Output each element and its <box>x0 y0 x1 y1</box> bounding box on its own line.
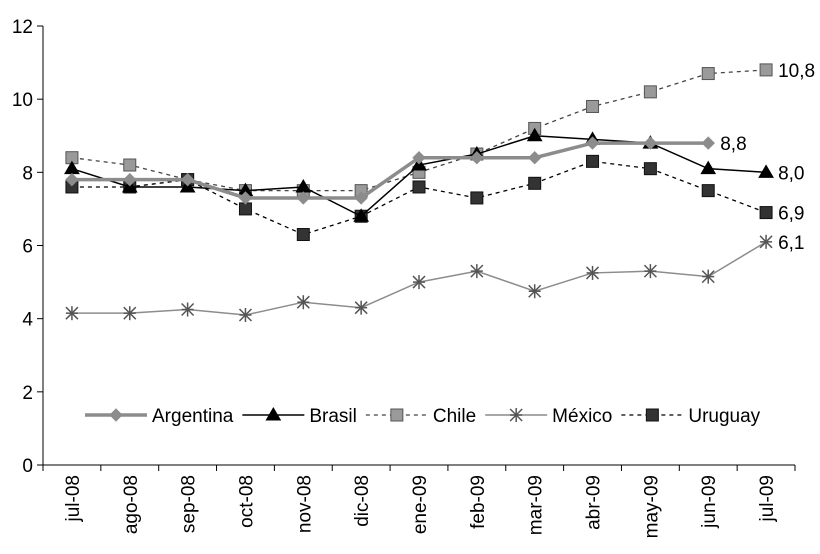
data-point-square <box>643 162 657 176</box>
y-tick-label: 10 <box>12 90 33 111</box>
x-tick-label: sep-08 <box>179 475 200 533</box>
data-point-diamond <box>470 150 484 165</box>
data-point-triangle <box>353 208 370 222</box>
data-point-square <box>759 63 773 77</box>
y-tick-label: 12 <box>12 17 33 38</box>
x-tick-label: jul-08 <box>63 475 84 522</box>
data-point-square <box>643 85 657 99</box>
legend-item-argentina: Argentina <box>85 406 234 427</box>
y-tick-layer: 0 2 4 6 8 10 12 <box>12 17 43 477</box>
x-tick-label: feb-09 <box>468 475 489 529</box>
data-point-diamond <box>109 408 123 422</box>
data-point-diamond <box>585 136 600 150</box>
x-tick-label: may-09 <box>641 475 662 538</box>
end-label-layer: 8,8 8,0 10,8 6,1 6,9 <box>720 61 815 254</box>
data-point-asterisk <box>65 306 79 321</box>
end-label: 6,1 <box>778 233 804 254</box>
data-point-diamond <box>643 136 658 150</box>
y-tick-label: 6 <box>22 237 33 258</box>
data-point-triangle <box>265 407 282 421</box>
data-point-asterisk <box>238 308 252 323</box>
data-point-asterisk <box>123 306 137 321</box>
x-tick-label: mar-09 <box>526 475 547 535</box>
x-tick-label: oct-08 <box>236 475 257 528</box>
data-point-square <box>759 206 773 220</box>
data-point-diamond <box>180 172 195 187</box>
series-chile <box>65 63 773 198</box>
legend-label: Argentina <box>152 406 234 427</box>
data-point-square <box>390 408 404 422</box>
legend-label: México <box>552 406 612 427</box>
data-point-square <box>528 176 542 190</box>
x-tick-label: nov-08 <box>294 475 315 533</box>
x-tick-label: jul-09 <box>757 475 778 522</box>
y-tick-label: 4 <box>22 310 33 331</box>
data-point-asterisk <box>354 300 368 315</box>
data-point-asterisk <box>701 269 715 284</box>
x-tick-label: abr-09 <box>584 475 605 530</box>
series-uruguay <box>65 154 773 242</box>
data-point-diamond <box>354 191 368 205</box>
series-mxico <box>65 234 773 323</box>
end-label: 8,8 <box>720 134 746 155</box>
data-point-triangle <box>526 127 543 142</box>
data-point-square <box>296 228 310 242</box>
legend-label: Uruguay <box>688 406 760 427</box>
legend-item-mxico: México <box>485 406 612 427</box>
y-tick-label: 0 <box>22 456 33 477</box>
data-point-diamond <box>412 150 426 165</box>
data-point-asterisk <box>586 265 600 280</box>
data-point-square <box>123 158 137 172</box>
data-point-asterisk <box>509 408 523 422</box>
data-point-diamond <box>123 172 137 187</box>
data-point-asterisk <box>181 302 195 317</box>
x-tick-label: jun-09 <box>699 475 720 529</box>
legend-item-chile: Chile <box>365 406 476 427</box>
data-point-asterisk <box>296 295 310 310</box>
data-point-square <box>701 184 715 198</box>
end-label: 10,8 <box>778 61 815 82</box>
data-point-asterisk <box>412 275 426 290</box>
data-point-square <box>645 408 659 422</box>
data-point-asterisk <box>470 264 484 279</box>
data-point-diamond <box>701 136 715 150</box>
data-point-square <box>701 67 715 81</box>
data-point-asterisk <box>643 264 657 279</box>
legend-label: Brasil <box>309 406 357 427</box>
data-point-diamond <box>527 150 542 165</box>
end-label: 6,9 <box>778 204 804 225</box>
legend-label: Chile <box>433 406 476 427</box>
data-point-diamond <box>296 191 311 205</box>
x-tick-label: dic-08 <box>352 475 373 527</box>
data-point-square <box>412 180 426 194</box>
data-point-asterisk <box>528 284 542 299</box>
data-point-triangle <box>758 164 774 178</box>
legend-background <box>78 397 804 433</box>
x-tick-layer: jul-08 ago-08 sep-08 oct-08 nov-08 dic-08 ene-… <box>42 465 796 538</box>
data-point-diamond <box>238 191 253 205</box>
x-tick-label: ago-08 <box>121 475 142 534</box>
legend-item-brasil: Brasil <box>242 406 357 427</box>
legend-item-uruguay: Uruguay <box>621 406 761 427</box>
y-tick-label: 8 <box>22 163 33 184</box>
series-layer <box>64 63 774 323</box>
data-point-diamond <box>65 172 79 187</box>
end-label: 8,0 <box>778 163 804 184</box>
legend: Argentina Brasil Chile México Uruguay <box>78 397 804 433</box>
data-point-square <box>586 154 600 168</box>
data-point-square <box>470 191 484 205</box>
data-point-asterisk <box>759 234 773 249</box>
y-tick-label: 2 <box>22 383 33 404</box>
series-line <box>71 141 709 200</box>
data-point-square <box>238 202 252 216</box>
data-point-square <box>586 99 600 113</box>
x-tick-label: ene-09 <box>410 475 431 534</box>
data-point-triangle <box>700 160 717 175</box>
series-argentina <box>65 136 715 205</box>
